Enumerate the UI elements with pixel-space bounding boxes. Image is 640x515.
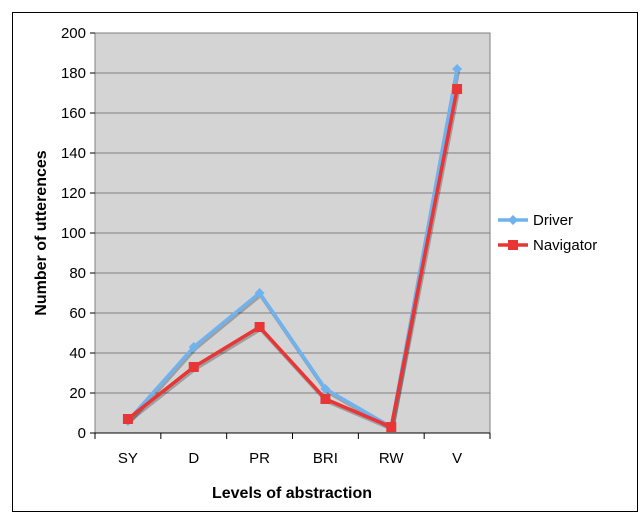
data-point-navigator bbox=[122, 414, 133, 424]
legend-marker-driver bbox=[508, 215, 518, 225]
x-tick-label: SY bbox=[118, 450, 138, 467]
y-axis-ticks: 0 20 40 60 80 100 120 140 160 180 200 bbox=[61, 25, 95, 442]
x-axis-title: Levels of abstraction bbox=[212, 485, 372, 502]
x-tick-label: BRI bbox=[313, 450, 338, 467]
data-point-navigator bbox=[452, 84, 463, 94]
y-tick-label: 80 bbox=[69, 265, 86, 282]
y-tick-label: 40 bbox=[69, 345, 86, 362]
gridlines bbox=[95, 72, 490, 394]
data-point-navigator bbox=[386, 422, 397, 432]
series-line-navigator bbox=[126, 88, 459, 429]
legend-marker-navigator bbox=[508, 240, 518, 250]
x-axis-ticks: SY D PR BRI RW V bbox=[94, 432, 491, 467]
y-tick-label: 100 bbox=[61, 225, 86, 242]
y-tick-label: 140 bbox=[61, 145, 86, 162]
y-tick-label: 20 bbox=[69, 385, 86, 402]
x-tick-label: RW bbox=[379, 450, 405, 467]
y-tick-label: 180 bbox=[61, 65, 86, 82]
y-tick-label: 0 bbox=[78, 425, 86, 442]
data-point-navigator bbox=[254, 322, 265, 332]
y-tick-label: 200 bbox=[61, 25, 86, 42]
legend: Driver Navigator bbox=[498, 212, 597, 254]
data-point-driver bbox=[452, 64, 463, 74]
y-tick-label: 160 bbox=[61, 105, 86, 122]
y-axis-title: Number of utterences bbox=[33, 150, 50, 315]
legend-label-navigator: Navigator bbox=[533, 237, 597, 254]
data-point-driver bbox=[188, 342, 199, 352]
data-point-navigator bbox=[320, 394, 331, 404]
data-point-driver bbox=[320, 384, 331, 394]
data-point-navigator bbox=[188, 362, 199, 372]
y-tick-label: 60 bbox=[69, 305, 86, 322]
x-tick-label: D bbox=[188, 450, 199, 467]
series-layer bbox=[122, 64, 463, 433]
x-tick-label: V bbox=[452, 450, 462, 467]
data-point-driver bbox=[254, 288, 265, 298]
legend-label-driver: Driver bbox=[533, 212, 573, 229]
y-tick-label: 120 bbox=[61, 185, 86, 202]
x-tick-label: PR bbox=[249, 450, 270, 467]
